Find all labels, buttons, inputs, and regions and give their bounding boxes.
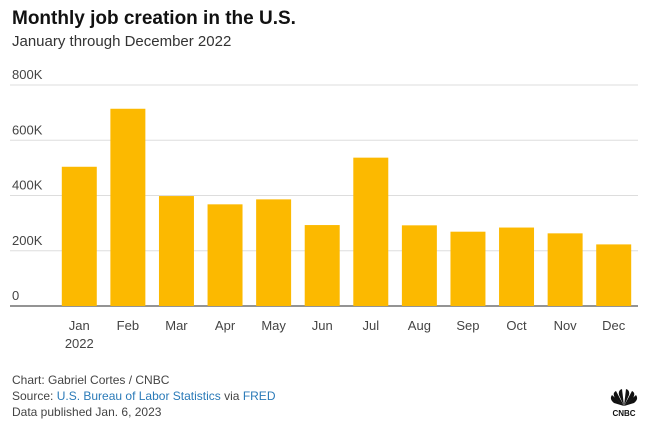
bar-may xyxy=(256,199,292,306)
source-via: via xyxy=(220,389,243,403)
x-tick-label: Nov xyxy=(554,318,578,333)
y-tick-label: 400K xyxy=(12,178,43,193)
bar-sep xyxy=(450,231,486,306)
x-tick-label: Aug xyxy=(408,318,431,333)
x-tick-label: Jul xyxy=(362,318,379,333)
y-tick-label: 800K xyxy=(12,67,43,82)
cnbc-logo-text: CNBC xyxy=(612,409,635,417)
x-tick-label: Apr xyxy=(215,318,236,333)
bar-jun xyxy=(304,225,340,306)
bar-mar xyxy=(158,196,194,306)
x-tick-label: Oct xyxy=(506,318,527,333)
x-tick-label: Sep xyxy=(456,318,479,333)
bar-dec xyxy=(596,244,632,306)
published-date: Data published Jan. 6, 2023 xyxy=(12,405,162,419)
chart-subtitle: January through December 2022 xyxy=(12,33,232,50)
chart-credit: Chart: Gabriel Cortes / CNBC xyxy=(12,373,170,387)
chart-title: Monthly job creation in the U.S. xyxy=(12,8,296,29)
x-tick-label: Feb xyxy=(117,318,139,333)
bar-feb xyxy=(110,108,146,306)
bar-nov xyxy=(547,233,583,306)
source-line: Source: U.S. Bureau of Labor Statistics … xyxy=(12,388,275,404)
x-tick-label: Mar xyxy=(165,318,188,333)
bls-link[interactable]: U.S. Bureau of Labor Statistics xyxy=(56,389,221,403)
bar-chart: 0 200K 400K 600K 800K Jan 2022 Feb Mar Apr May Jun J… xyxy=(10,67,638,351)
x-tick-label: Jun xyxy=(312,318,333,333)
bar-jul xyxy=(353,157,389,306)
y-tick-label: 0 xyxy=(12,288,19,303)
x-tick-label: Jan xyxy=(69,318,90,333)
y-tick-label: 600K xyxy=(12,122,43,137)
bar-jan xyxy=(61,166,97,306)
bar-oct xyxy=(499,227,535,306)
bar-aug xyxy=(401,225,437,306)
x-tick-label: Dec xyxy=(602,318,626,333)
cnbc-peacock-logo-icon: CNBC xyxy=(610,389,638,417)
y-tick-label: 200K xyxy=(12,233,43,248)
source-prefix: Source: xyxy=(12,389,57,403)
x-tick-sublabel: 2022 xyxy=(65,336,94,351)
fred-link[interactable]: FRED xyxy=(242,389,276,403)
chart-footer: Chart: Gabriel Cortes / CNBC Source: U.S… xyxy=(12,372,275,420)
x-tick-label: May xyxy=(261,318,286,333)
bar-apr xyxy=(207,204,243,306)
